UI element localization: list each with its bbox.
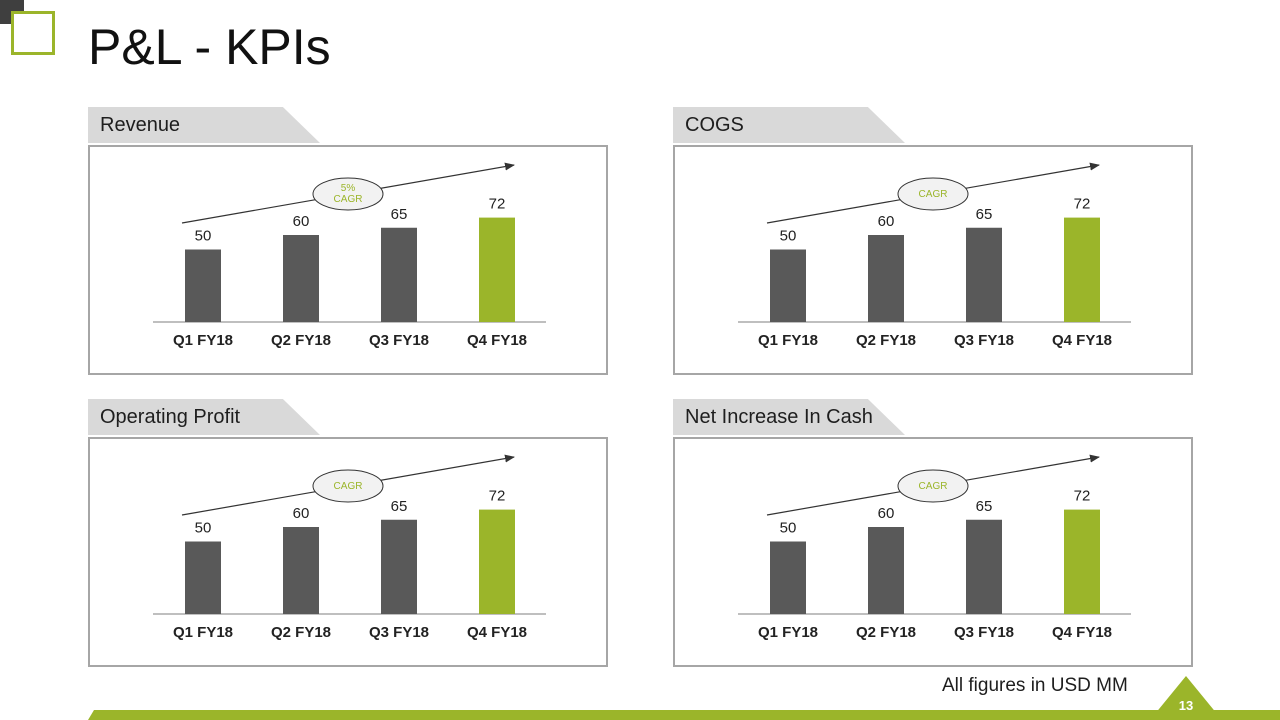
category-label: Q2 FY18: [856, 624, 916, 641]
bar: [381, 227, 417, 322]
data-label: 65: [391, 498, 408, 515]
category-label: Q4 FY18: [1052, 332, 1112, 349]
bar: [479, 509, 515, 614]
cogs-chart: 50 Q1 FY18 60 Q2 FY18 65 Q3 FY18 72 Q4 FY18 CAGR: [738, 162, 1131, 349]
category-label: Q4 FY18: [467, 624, 527, 641]
bar: [185, 249, 221, 322]
data-label: 60: [878, 505, 895, 522]
cagr-badge: [897, 177, 969, 211]
bar: [770, 541, 806, 614]
category-label: Q2 FY18: [271, 332, 331, 349]
data-label: 50: [780, 228, 797, 245]
chart-frame: 50 Q1 FY18 60 Q2 FY18 65 Q3 FY18 72 Q4 FY18 CAGR: [673, 145, 1193, 375]
bar: [770, 249, 806, 322]
bar: [1064, 509, 1100, 614]
cagr-label: CAGR: [919, 481, 948, 492]
panel-title: COGS: [685, 114, 744, 136]
operating-profit-chart: 50 Q1 FY18 60 Q2 FY18 65 Q3 FY18 72 Q4 FY18 CAGR: [153, 454, 546, 641]
category-label: Q1 FY18: [758, 624, 818, 641]
bar: [381, 519, 417, 614]
cagr-label: 5%: [341, 183, 356, 194]
bar: [868, 235, 904, 322]
category-label: Q1 FY18: [173, 624, 233, 641]
category-label: Q3 FY18: [954, 624, 1014, 641]
category-label: Q3 FY18: [369, 624, 429, 641]
category-label: Q2 FY18: [856, 332, 916, 349]
footnote: All figures in USD MM: [942, 675, 1128, 696]
bar: [868, 527, 904, 614]
panel-revenue: Revenue 50 Q1 FY18 60 Q2 FY18 65 Q3 FY18 72 Q4 …: [88, 107, 608, 375]
data-label: 65: [976, 498, 993, 515]
data-label: 72: [489, 196, 506, 213]
category-label: Q3 FY18: [369, 332, 429, 349]
category-label: Q1 FY18: [173, 332, 233, 349]
category-label: Q1 FY18: [758, 332, 818, 349]
cagr-badge: [312, 469, 384, 503]
data-label: 50: [780, 520, 797, 537]
bar: [966, 519, 1002, 614]
panel-title: Revenue: [100, 114, 181, 136]
data-label: 50: [195, 520, 212, 537]
bar: [283, 527, 319, 614]
revenue-chart: 50 Q1 FY18 60 Q2 FY18 65 Q3 FY18 72 Q4 FY18 5%CA…: [153, 162, 546, 349]
data-label: 60: [293, 213, 310, 230]
category-label: Q4 FY18: [467, 332, 527, 349]
bar: [283, 235, 319, 322]
panel-tab: [673, 399, 905, 435]
page-title: P&L - KPIs: [88, 19, 331, 75]
category-label: Q2 FY18: [271, 624, 331, 641]
data-label: 65: [976, 206, 993, 223]
category-label: Q4 FY18: [1052, 624, 1112, 641]
data-label: 50: [195, 228, 212, 245]
data-label: 72: [1074, 196, 1091, 213]
bar: [966, 227, 1002, 322]
cagr-badge: [897, 469, 969, 503]
category-label: Q3 FY18: [954, 332, 1014, 349]
bottom-accent-bar: [88, 710, 1280, 720]
panel-title: Net Increase In Cash: [685, 406, 873, 428]
cagr-label: CAGR: [919, 189, 948, 200]
data-label: 65: [391, 206, 408, 223]
bar: [479, 217, 515, 322]
corner-square-outline: [11, 11, 55, 55]
panel-tab: [88, 107, 320, 143]
chart-frame: 50 Q1 FY18 60 Q2 FY18 65 Q3 FY18 72 Q4 FY18 5% CA…: [88, 145, 608, 375]
data-label: 72: [489, 488, 506, 505]
panel-tab: [673, 107, 905, 143]
cagr-label: CAGR: [334, 481, 363, 492]
panel-operating-profit: Operating Profit 50 Q1 FY18 60 Q2 FY18 65 Q3 …: [88, 399, 608, 667]
panel-title: Operating Profit: [100, 406, 241, 428]
page-number: 13: [1178, 698, 1194, 713]
cagr-label: CAGR: [334, 194, 363, 205]
chart-frame: 50 Q1 FY18 60 Q2 FY18 65 Q3 FY18 72 Q4 FY18 CAGR: [88, 437, 608, 667]
chart-frame: 50 Q1 FY18 60 Q2 FY18 65 Q3 FY18 72 Q4 FY18 CAGR: [673, 437, 1193, 667]
cagr-badge: [312, 177, 384, 211]
data-label: 72: [1074, 488, 1091, 505]
panel-tab: [88, 399, 320, 435]
panel-net-increase-in-cash: Net Increase In Cash 50 Q1 FY18 60 Q2 FY18 6…: [673, 399, 1193, 667]
net-increase-in-cash-chart: 50 Q1 FY18 60 Q2 FY18 65 Q3 FY18 72 Q4 FY18 CAGR: [738, 454, 1131, 641]
bar: [185, 541, 221, 614]
bar: [1064, 217, 1100, 322]
data-label: 60: [878, 213, 895, 230]
panel-cogs: COGS 50 Q1 FY18 60 Q2 FY18 65 Q3 FY18 72 Q4 FY1…: [673, 107, 1193, 375]
data-label: 60: [293, 505, 310, 522]
